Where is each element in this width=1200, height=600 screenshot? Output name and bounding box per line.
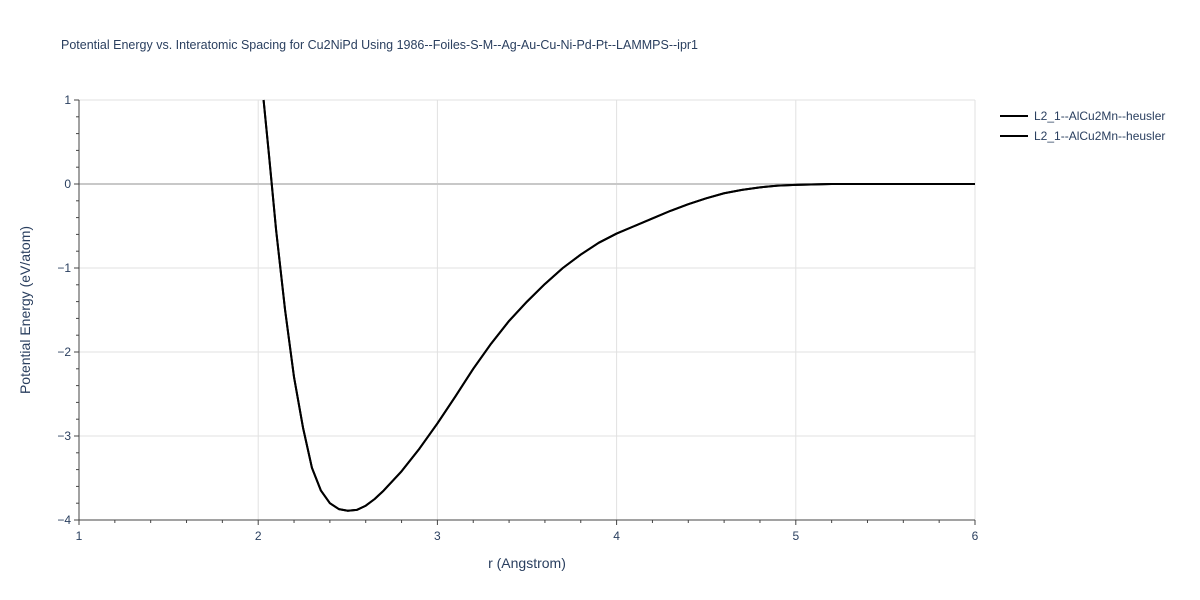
x-tick-label: 2 [255, 529, 262, 543]
y-axis-label: Potential Energy (eV/atom) [17, 226, 33, 394]
series-line-2[interactable] [262, 99, 975, 512]
x-tick-label: 3 [434, 529, 441, 543]
x-tick-label: 1 [76, 529, 83, 543]
legend: L2_1--AlCu2Mn--heusler L2_1--AlCu2Mn--he… [1000, 106, 1165, 146]
y-tick-label: −4 [57, 513, 71, 527]
x-axis-label: r (Angstrom) [488, 555, 566, 571]
y-tick-label: −1 [57, 261, 71, 275]
legend-label: L2_1--AlCu2Mn--heusler [1034, 109, 1166, 123]
grid-lines [79, 99, 976, 521]
chart-title: Potential Energy vs. Interatomic Spacing… [61, 38, 699, 52]
legend-label: L2_1--AlCu2Mn--heusler [1034, 129, 1166, 143]
x-tick-label: 6 [972, 529, 979, 543]
legend-swatch [1000, 135, 1028, 137]
x-tick-label: 4 [613, 529, 620, 543]
y-tick-label: 0 [64, 177, 71, 191]
x-tick-label: 5 [792, 529, 799, 543]
y-tick-label: 1 [64, 93, 71, 107]
legend-item[interactable]: L2_1--AlCu2Mn--heusler [1000, 126, 1165, 146]
series-lines [262, 99, 975, 512]
legend-item[interactable]: L2_1--AlCu2Mn--heusler [1000, 106, 1165, 126]
y-tick-label: −2 [57, 345, 71, 359]
y-tick-label: −3 [57, 429, 71, 443]
series-line-1[interactable] [262, 99, 975, 512]
axes: 1 2 3 4 5 6 −4 −3 −2 −1 0 1 [57, 93, 978, 543]
legend-swatch [1000, 115, 1028, 117]
